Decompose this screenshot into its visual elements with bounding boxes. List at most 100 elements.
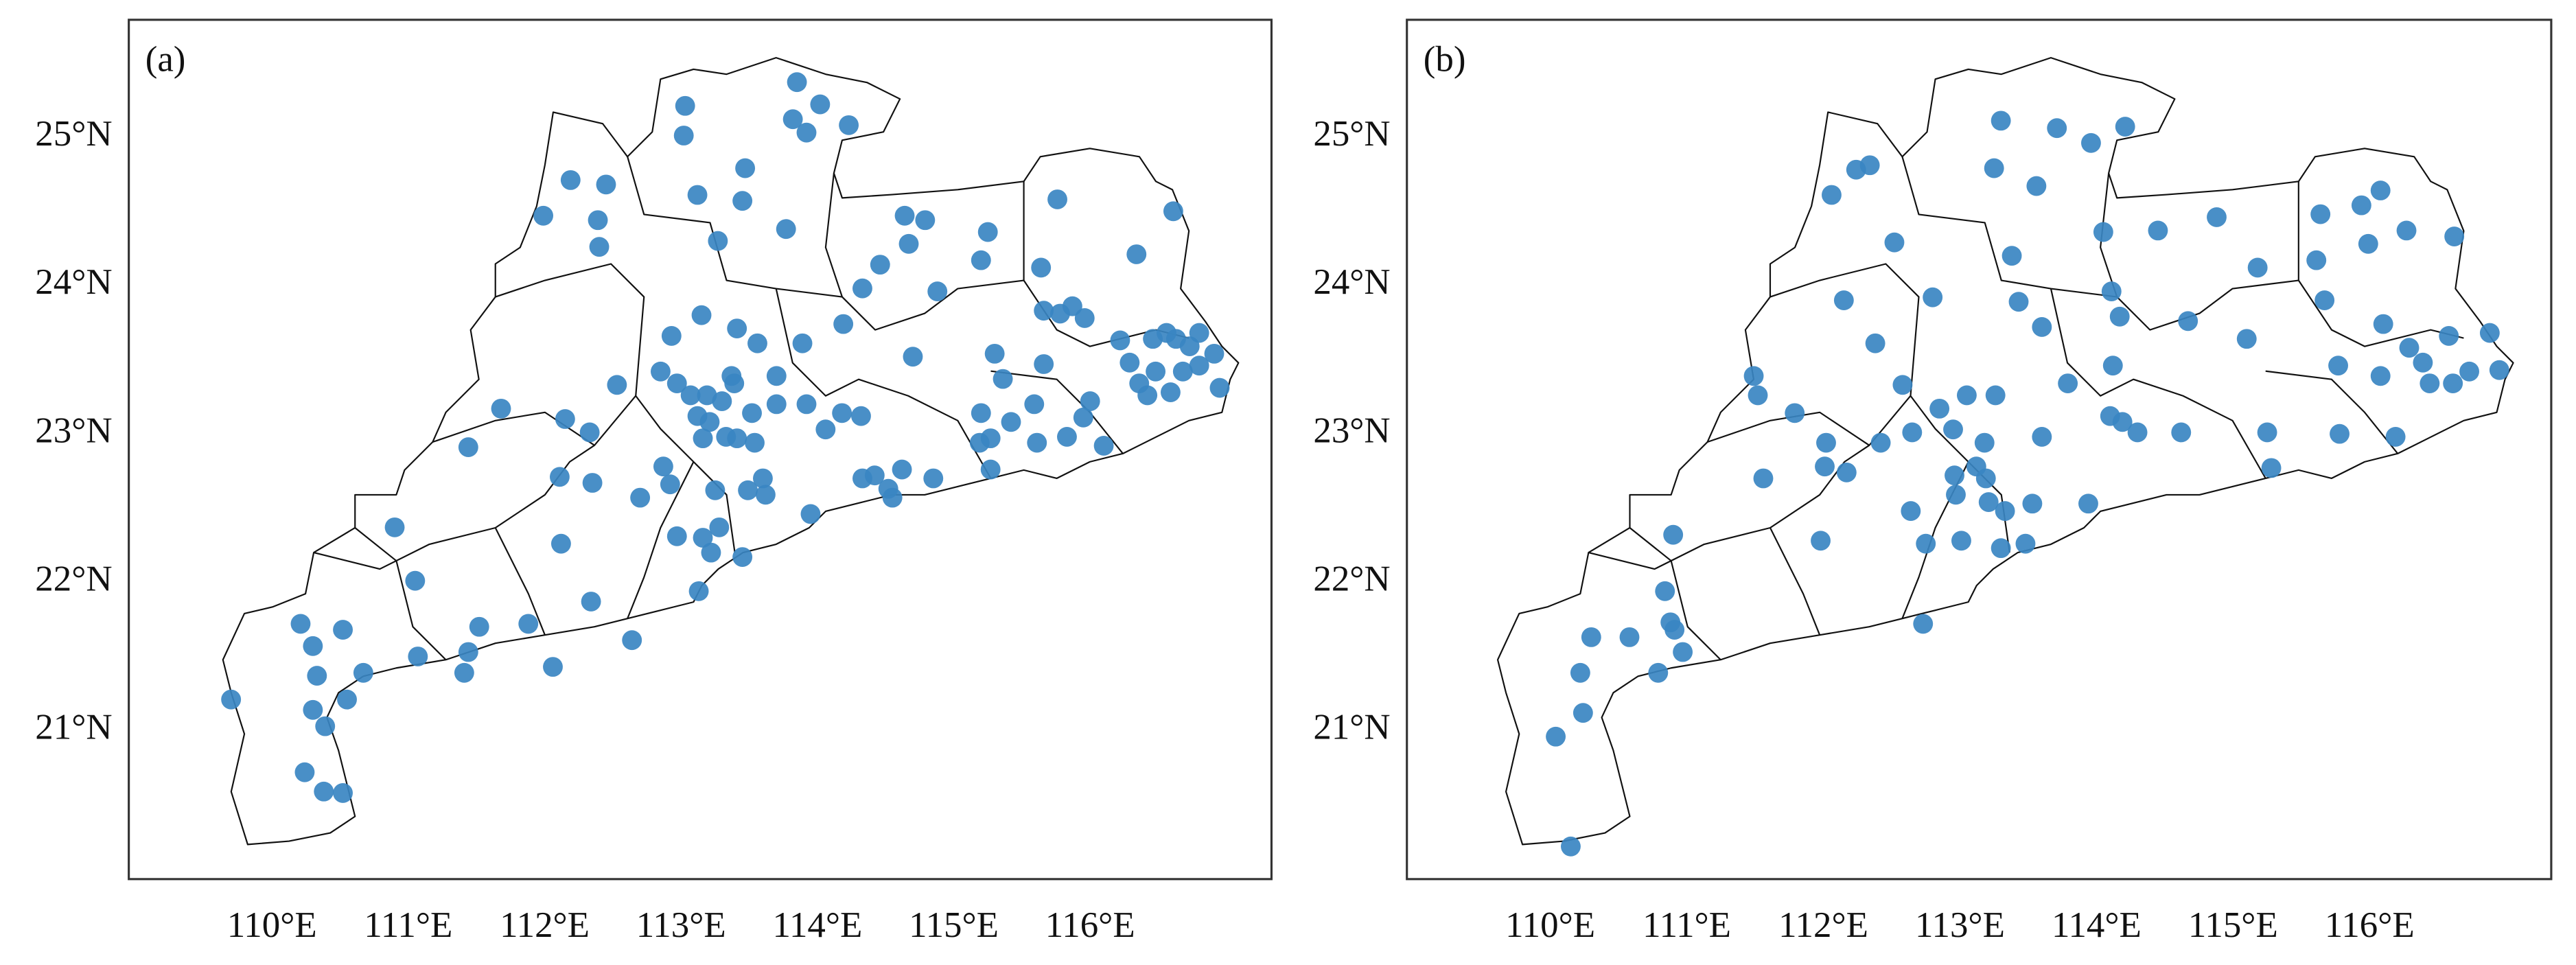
station-point xyxy=(915,210,936,231)
station-point xyxy=(2420,373,2440,394)
station-point xyxy=(766,394,787,415)
station-point xyxy=(1753,468,1774,489)
station-point xyxy=(653,456,673,477)
station-point xyxy=(699,412,720,432)
station-point xyxy=(1901,501,1921,521)
station-point xyxy=(2257,422,2277,443)
station-point xyxy=(2328,356,2348,376)
station-point xyxy=(1916,533,1936,554)
station-point xyxy=(993,369,1013,389)
station-point xyxy=(745,432,765,453)
station-point xyxy=(549,467,570,487)
station-point xyxy=(727,318,747,339)
station-point xyxy=(923,468,944,489)
station-point xyxy=(1865,333,1885,353)
station-point xyxy=(1062,296,1082,316)
station-point xyxy=(666,526,687,546)
station-point xyxy=(701,542,721,563)
station-point xyxy=(2093,222,2113,242)
station-point xyxy=(712,391,732,411)
station-point xyxy=(1966,456,1986,477)
station-point xyxy=(2314,290,2335,310)
station-point xyxy=(2396,220,2417,241)
station-point xyxy=(680,385,701,406)
station-point xyxy=(1073,407,1093,428)
station-point xyxy=(2032,317,2052,337)
station-point xyxy=(607,375,627,395)
x-tick-label: 114°E xyxy=(772,905,862,945)
station-point xyxy=(1902,422,1923,443)
station-point xyxy=(1126,244,1147,264)
station-point xyxy=(533,205,554,226)
station-point xyxy=(2351,195,2371,216)
station-point xyxy=(2207,207,2227,227)
station-point xyxy=(977,222,998,242)
station-point xyxy=(2399,338,2420,358)
y-tick-label: 23°N xyxy=(35,410,112,450)
station-point xyxy=(984,343,1005,364)
station-point xyxy=(303,636,323,656)
x-tick-label: 110°E xyxy=(227,905,317,945)
station-point xyxy=(1119,352,1140,373)
station-point xyxy=(747,333,767,353)
station-point xyxy=(894,205,915,226)
station-point xyxy=(543,657,563,677)
station-point xyxy=(1189,356,1209,376)
station-point xyxy=(709,517,730,537)
station-point xyxy=(693,528,713,548)
station-point xyxy=(892,459,912,480)
station-point xyxy=(2171,422,2192,443)
station-point xyxy=(290,614,311,634)
x-tick-label: 113°E xyxy=(636,905,726,945)
station-point xyxy=(815,419,836,440)
station-point xyxy=(839,115,859,135)
panel-frame xyxy=(1406,19,2553,881)
station-point xyxy=(2178,311,2198,332)
station-point xyxy=(732,191,753,211)
station-point xyxy=(2306,250,2327,270)
station-point xyxy=(581,592,601,612)
station-point xyxy=(1057,427,1077,447)
station-point xyxy=(384,517,405,537)
station-point xyxy=(1984,158,2004,178)
station-point xyxy=(851,406,871,426)
y-tick-label: 25°N xyxy=(35,114,112,154)
station-point xyxy=(688,581,709,601)
station-point xyxy=(810,94,831,115)
station-point xyxy=(2443,373,2463,394)
station-point xyxy=(1945,465,1964,486)
station-point xyxy=(630,487,651,508)
station-point xyxy=(2058,373,2078,394)
station-point xyxy=(705,480,726,500)
y-tick-label: 21°N xyxy=(1313,708,1390,747)
station-point xyxy=(650,361,671,382)
station-point xyxy=(1034,354,1054,374)
x-tick-label: 110°E xyxy=(1505,905,1595,945)
station-point xyxy=(550,533,571,554)
panel-label: (b) xyxy=(1424,39,1466,79)
station-point xyxy=(870,255,890,275)
station-point xyxy=(742,403,762,423)
station-point xyxy=(2479,323,2500,343)
station-point xyxy=(1074,308,1095,328)
station-point xyxy=(555,409,575,429)
station-point xyxy=(796,394,817,415)
station-point xyxy=(1923,287,1943,307)
station-point xyxy=(2001,246,2022,266)
station-point xyxy=(673,126,694,146)
station-point xyxy=(1811,531,1831,551)
station-point xyxy=(1179,336,1200,356)
station-point xyxy=(353,662,373,683)
station-point xyxy=(766,366,787,386)
x-tick-label: 114°E xyxy=(2052,905,2142,945)
station-point xyxy=(1546,726,1566,747)
station-point xyxy=(1570,662,1590,683)
station-point xyxy=(2032,427,2052,447)
station-point xyxy=(458,437,478,458)
station-point xyxy=(2247,257,2268,278)
station-point xyxy=(1816,432,1836,453)
station-point xyxy=(693,428,713,449)
station-point xyxy=(732,547,753,568)
station-point xyxy=(221,689,242,710)
station-point xyxy=(735,158,756,178)
